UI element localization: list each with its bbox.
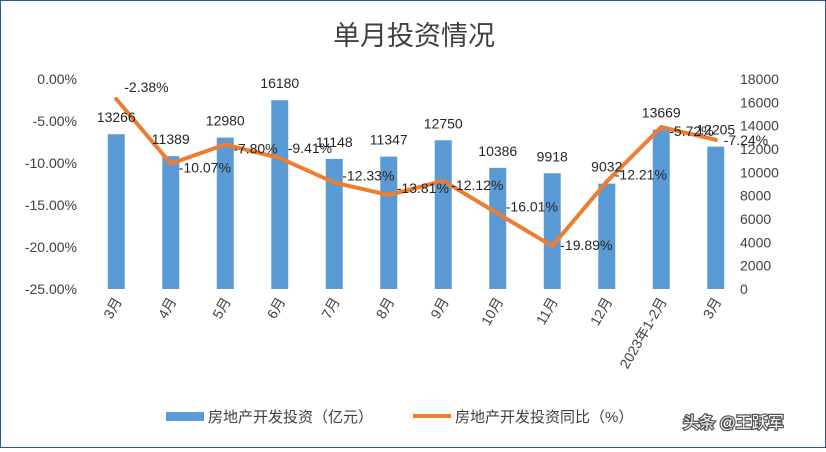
category-label: 9月 xyxy=(427,295,452,322)
line-data-label: -12.21% xyxy=(615,167,667,183)
left-tick-label: -20.00% xyxy=(25,239,77,255)
bar-data-label: 16180 xyxy=(260,75,299,91)
watermark-text: 头条 @王跃军 xyxy=(683,414,784,432)
watermark: 头条 @王跃军 xyxy=(682,413,785,434)
bar xyxy=(652,129,670,289)
legend-line-label: 房地产开发投资同比（%） xyxy=(455,409,633,426)
bar-data-label: 13669 xyxy=(642,105,681,121)
category-label: 3月 xyxy=(700,295,725,322)
left-tick-label: -25.00% xyxy=(25,281,77,297)
right-tick-label: 6000 xyxy=(740,211,771,227)
category-label: 7月 xyxy=(318,295,343,322)
bar-data-label: 12750 xyxy=(424,115,463,131)
left-tick-label: -10.00% xyxy=(25,155,77,171)
chart-title: 单月投资情况 xyxy=(333,21,495,51)
category-label: 10月 xyxy=(478,295,507,329)
line-data-label: -7.24% xyxy=(724,132,768,148)
bar-data-label: 12980 xyxy=(206,113,245,129)
category-label: 5月 xyxy=(209,295,234,322)
line-data-label: -19.89% xyxy=(560,237,612,253)
right-tick-label: 10000 xyxy=(740,164,779,180)
bar-data-label: 13266 xyxy=(97,109,136,125)
line-point xyxy=(277,156,282,161)
right-tick-label: 0 xyxy=(740,281,748,297)
bar-data-labels: 13266 11389 12980 16180 11148 11347 12750 10386… xyxy=(97,75,736,174)
right-tick-label: 8000 xyxy=(740,188,771,204)
bar xyxy=(543,173,561,289)
line-data-label: -7.80% xyxy=(233,141,277,157)
series-line xyxy=(114,96,718,249)
line-point xyxy=(386,193,391,198)
right-tick-label: 18000 xyxy=(740,71,779,87)
line-point xyxy=(713,137,718,142)
line-data-labels: -2.38%-10.07%-7.80% -9.41%-12.33%-13.81% -… xyxy=(124,79,768,253)
right-tick-label: 12000 xyxy=(740,141,779,157)
line-data-label: -12.12% xyxy=(451,177,503,193)
line-point xyxy=(604,179,609,184)
line-series xyxy=(114,96,718,249)
line-data-label: -16.01% xyxy=(506,198,558,214)
category-label: 12月 xyxy=(587,295,616,329)
left-axis: 0.00% -5.00% -10.00% -15.00% -20.00% -25.00% xyxy=(25,71,77,297)
left-tick-label: -5.00% xyxy=(33,113,77,129)
line-point xyxy=(550,244,555,249)
bar xyxy=(598,183,616,289)
bar-data-label: 9918 xyxy=(537,148,568,164)
left-tick-label: 0.00% xyxy=(37,71,77,87)
left-tick-label: -15.00% xyxy=(25,197,77,213)
right-tick-label: 16000 xyxy=(740,94,779,110)
right-axis: 18000 16000 14000 12000 10000 8000 6000 4000 200… xyxy=(740,71,779,297)
legend: 房地产开发投资（亿元） 房地产开发投资同比（%） xyxy=(166,409,633,426)
category-label: 2023年1-2月 xyxy=(616,295,670,372)
line-data-label: -2.38% xyxy=(124,79,168,95)
bar xyxy=(216,137,234,289)
right-tick-label: 2000 xyxy=(740,258,771,274)
line-point xyxy=(114,96,119,101)
legend-bar-label: 房地产开发投资（亿元） xyxy=(208,409,373,426)
bar xyxy=(162,156,180,289)
category-axis: 3月 4月 5月 6月 7月 8月 9月 10月 11月 12月 2023年1-2月 3月 xyxy=(100,295,724,372)
category-label: 11月 xyxy=(533,295,561,328)
line-point xyxy=(441,178,446,183)
bar xyxy=(271,100,289,289)
line-point xyxy=(168,161,173,166)
right-tick-label: 4000 xyxy=(740,234,771,250)
bar-data-label: 11347 xyxy=(370,132,408,148)
bar xyxy=(434,140,452,289)
bar xyxy=(489,167,507,289)
bar-data-label: 10386 xyxy=(478,143,517,159)
line-data-label: -9.41% xyxy=(288,140,332,156)
line-point xyxy=(495,211,500,216)
category-label: 6月 xyxy=(264,295,289,322)
line-data-label: -13.81% xyxy=(397,180,449,196)
bar xyxy=(107,134,125,289)
bar-data-label: 11148 xyxy=(316,134,353,150)
line-data-label: -10.07% xyxy=(179,160,231,176)
legend-bar-swatch xyxy=(166,412,204,421)
line-point xyxy=(332,180,337,185)
line-point xyxy=(223,142,228,147)
bar xyxy=(707,146,725,289)
bar-series xyxy=(107,100,725,289)
line-point xyxy=(659,125,664,130)
category-label: 4月 xyxy=(155,295,180,322)
category-label: 3月 xyxy=(100,295,125,322)
line-data-label: -12.33% xyxy=(342,168,394,184)
bar xyxy=(325,158,343,289)
line-data-label: -5.72% xyxy=(669,123,713,139)
bar-data-label: 12205 xyxy=(696,122,735,138)
right-tick-label: 14000 xyxy=(740,118,779,134)
bar-data-label: 11389 xyxy=(152,131,190,147)
bar xyxy=(380,156,398,289)
category-label: 8月 xyxy=(373,295,398,322)
bar-data-label: 9032 xyxy=(591,159,622,175)
